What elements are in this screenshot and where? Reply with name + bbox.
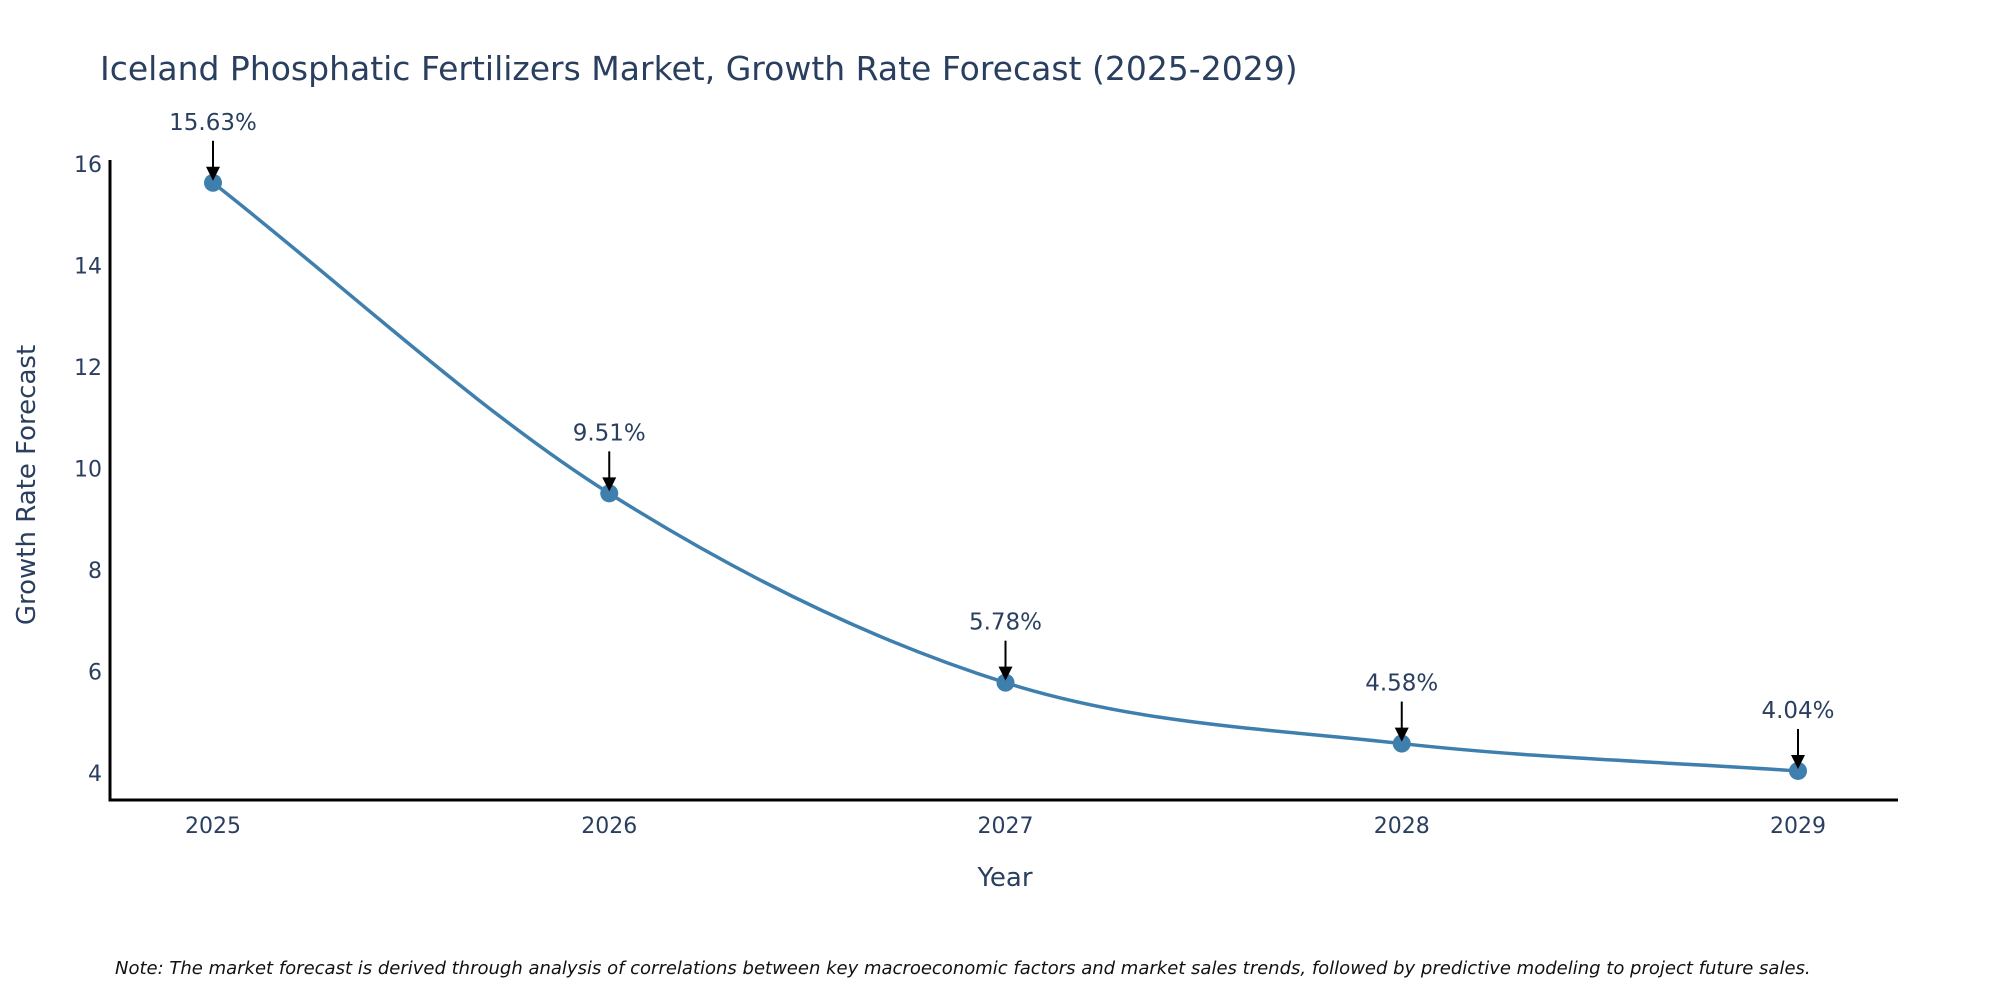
data-label: 4.04% — [1761, 698, 1834, 724]
data-point-markers — [204, 173, 1807, 780]
data-label: 15.63% — [169, 110, 257, 136]
y-tick-label: 4 — [88, 762, 102, 787]
data-point-marker — [600, 484, 619, 503]
data-label-annotations: 15.63% 9.51% 5.78% 4.58% 4.04% — [169, 110, 1835, 769]
x-axis-title: Year — [976, 863, 1032, 893]
y-axis-title: Growth Rate Forecast — [12, 345, 42, 625]
annotation-arrow-head — [1791, 754, 1805, 769]
x-axis-ticks: 2025 2026 2027 2028 2029 — [185, 814, 1826, 839]
growth-rate-series-line — [211, 181, 1799, 773]
chart-note: Note: The market forecast is derived thr… — [115, 958, 1811, 979]
y-axis-ticks: 4 6 8 10 12 14 16 — [74, 153, 102, 787]
chart-title: Iceland Phosphatic Fertilizers Market, G… — [100, 49, 1298, 88]
data-label: 5.78% — [969, 610, 1042, 636]
y-tick-label: 8 — [88, 559, 102, 584]
y-tick-label: 16 — [74, 153, 102, 178]
y-tick-label: 12 — [74, 356, 102, 381]
annotation-arrow-head — [602, 477, 617, 492]
annotation-arrow-head — [206, 166, 220, 181]
annotation-arrow-head — [998, 666, 1013, 681]
x-tick-label: 2028 — [1374, 814, 1430, 839]
x-tick-label: 2027 — [978, 814, 1034, 839]
data-point-marker — [1392, 734, 1411, 753]
x-tick-label: 2026 — [581, 814, 637, 839]
y-tick-label: 14 — [74, 255, 102, 280]
x-tick-label: 2029 — [1770, 814, 1826, 839]
annotation-arrow-head — [1394, 727, 1409, 742]
y-tick-label: 6 — [88, 661, 102, 686]
data-label: 9.51% — [573, 420, 646, 446]
data-point-marker — [1789, 761, 1807, 780]
y-tick-label: 10 — [74, 458, 102, 483]
data-label: 4.58% — [1365, 671, 1438, 697]
data-point-marker — [204, 173, 222, 192]
data-point-marker — [996, 673, 1015, 692]
x-tick-label: 2025 — [185, 814, 241, 839]
